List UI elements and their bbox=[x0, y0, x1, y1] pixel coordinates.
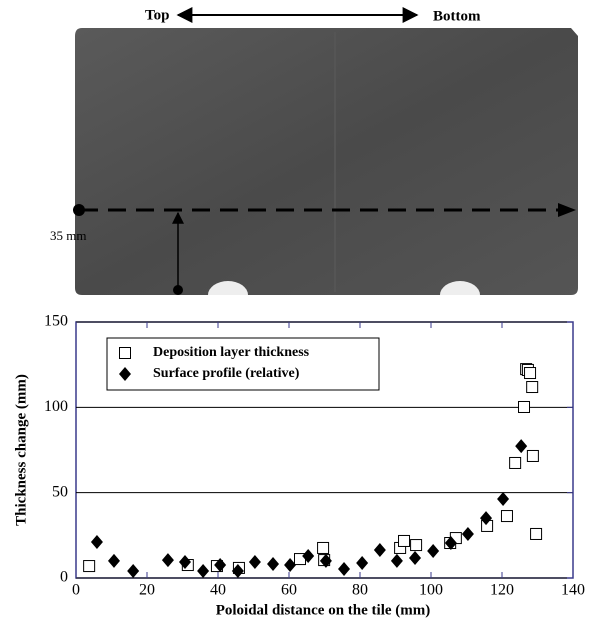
x-tick-label: 80 bbox=[352, 582, 368, 599]
data-point bbox=[398, 534, 411, 547]
legend-marker bbox=[119, 367, 131, 381]
data-point bbox=[356, 555, 369, 570]
data-point bbox=[497, 491, 510, 506]
data-point bbox=[509, 456, 522, 469]
data-point bbox=[373, 543, 386, 558]
y-axis-title: Thickness change (mm) bbox=[13, 374, 29, 526]
top-label: Top bbox=[145, 7, 169, 23]
y-tick-label: 0 bbox=[60, 569, 68, 586]
data-point bbox=[444, 536, 457, 551]
data-point bbox=[524, 367, 537, 380]
legend-box bbox=[106, 337, 380, 391]
data-point bbox=[127, 564, 140, 579]
data-point bbox=[526, 381, 539, 394]
x-tick-label: 100 bbox=[419, 582, 443, 599]
data-point bbox=[302, 548, 315, 563]
data-point bbox=[427, 544, 440, 559]
scan-arrowhead bbox=[558, 203, 576, 217]
y-tick-label: 100 bbox=[44, 398, 68, 415]
legend-label: Deposition layer thickness bbox=[153, 345, 310, 360]
data-point bbox=[530, 527, 543, 540]
hole bbox=[440, 281, 480, 295]
dimension-dot bbox=[173, 285, 183, 295]
x-tick-label: 0 bbox=[72, 582, 80, 599]
data-point bbox=[214, 558, 227, 573]
data-point bbox=[178, 554, 191, 569]
bottom-label: Bottom bbox=[433, 8, 481, 24]
data-point bbox=[338, 561, 351, 576]
data-point bbox=[526, 449, 539, 462]
data-point bbox=[248, 554, 261, 569]
data-point bbox=[161, 553, 174, 568]
tile bbox=[75, 28, 578, 295]
data-point bbox=[515, 439, 528, 454]
dimension-label: 35 mm bbox=[50, 228, 86, 243]
legend-marker bbox=[119, 347, 131, 359]
x-tick-label: 20 bbox=[139, 582, 155, 599]
data-point bbox=[197, 564, 210, 579]
x-tick-label: 60 bbox=[281, 582, 297, 599]
x-tick-label: 120 bbox=[490, 582, 514, 599]
x-tick-label: 140 bbox=[561, 582, 585, 599]
data-point bbox=[480, 511, 493, 526]
data-point bbox=[267, 557, 280, 572]
tile-photo: Top Bottom 35 mm bbox=[50, 7, 578, 295]
data-point bbox=[83, 560, 96, 573]
scan-start bbox=[73, 204, 85, 216]
x-tick-label: 40 bbox=[210, 582, 226, 599]
data-point bbox=[319, 553, 332, 568]
data-point bbox=[90, 534, 103, 549]
data-point bbox=[107, 553, 120, 568]
data-point bbox=[284, 558, 297, 573]
data-point bbox=[410, 539, 423, 552]
data-point bbox=[409, 551, 422, 566]
data-point bbox=[390, 553, 403, 568]
data-point bbox=[500, 510, 513, 523]
y-tick-label: 50 bbox=[52, 483, 68, 500]
x-axis-title: Poloidal distance on the tile (mm) bbox=[216, 602, 431, 618]
y-tick-label: 150 bbox=[44, 313, 68, 330]
data-point bbox=[518, 400, 531, 413]
legend-label: Surface profile (relative) bbox=[153, 366, 300, 381]
hole bbox=[208, 281, 248, 295]
data-point bbox=[461, 526, 474, 541]
data-point bbox=[317, 541, 330, 554]
data-point bbox=[231, 564, 244, 579]
